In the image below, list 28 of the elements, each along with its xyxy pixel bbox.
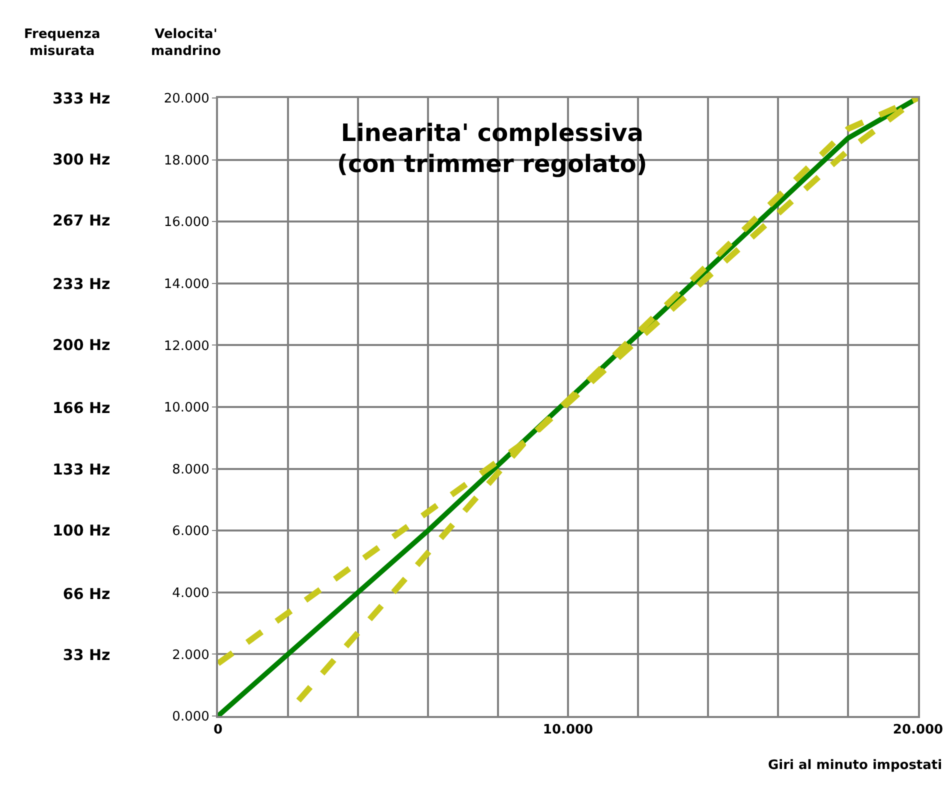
y-tick-label: 20.000 <box>164 92 210 107</box>
y-tick-label: 12.000 <box>164 338 210 354</box>
y-tick-label: 14.000 <box>164 276 210 292</box>
y2-tick-label: 333 Hz <box>52 89 111 108</box>
y-tick-label: 18.000 <box>164 153 210 168</box>
y-tick-label: 0.000 <box>172 710 210 725</box>
text: Linearita' complessiva (con trimmer regolato) <box>337 119 648 178</box>
x-tick-label: 10.000 <box>542 722 594 738</box>
y-tick-label: 2.000 <box>172 648 210 663</box>
y2-tick-label: 300 Hz <box>52 150 111 168</box>
y-tick-label: 16.000 <box>164 215 210 230</box>
y2-axis-title: Frequenza misurata <box>24 27 100 59</box>
y-tick-label: 4.000 <box>172 586 210 601</box>
y2-tick-label: 100 Hz <box>52 522 111 540</box>
y2-tick-label: 33 Hz <box>62 646 111 664</box>
y2-tick-label: 133 Hz <box>52 460 111 478</box>
x-axis-title: Giri al minuto impostati <box>768 758 942 773</box>
y-tick-label: 10.000 <box>164 400 210 416</box>
y2-tick-label: 200 Hz <box>52 336 111 354</box>
y2-tick-label: 166 Hz <box>52 399 111 418</box>
y2-tick-label: 233 Hz <box>52 274 111 293</box>
y2-tick-label: 267 Hz <box>52 212 111 230</box>
y2-tick-label: 66 Hz <box>62 584 111 603</box>
y-axis-title: Velocita' mandrino <box>151 27 221 59</box>
y-tick-label: 6.000 <box>172 524 210 540</box>
y-tick-label: 8.000 <box>172 462 210 478</box>
x-tick-label: 0 <box>213 722 223 738</box>
x-tick-label: 20.000 <box>892 722 944 738</box>
